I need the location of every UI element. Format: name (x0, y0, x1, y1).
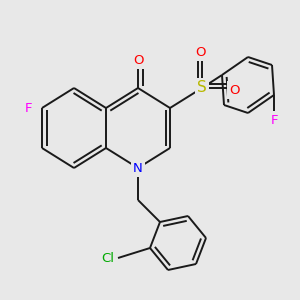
Text: F: F (24, 101, 32, 115)
Text: Cl: Cl (101, 251, 115, 265)
Text: N: N (133, 161, 143, 175)
Text: F: F (270, 113, 278, 127)
Text: S: S (197, 80, 207, 95)
Text: O: O (133, 53, 143, 67)
Text: O: O (195, 46, 205, 59)
Text: O: O (229, 83, 239, 97)
